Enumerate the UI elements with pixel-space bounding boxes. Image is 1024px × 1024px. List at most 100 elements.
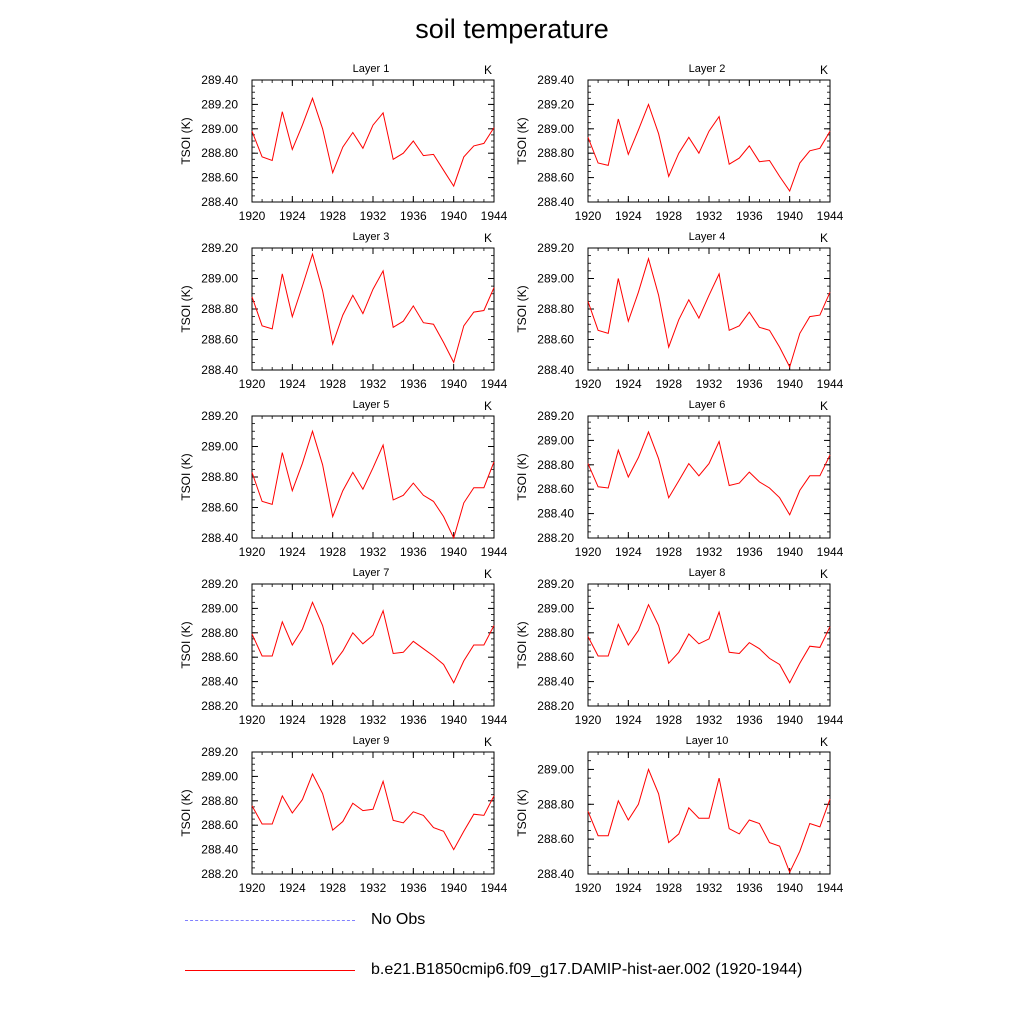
y-tick-label: 288.80 — [201, 146, 238, 160]
plot-frame — [587, 415, 831, 539]
x-tick-label: 1924 — [279, 713, 306, 727]
panel-units: K — [820, 735, 828, 749]
y-tick-label: 289.00 — [537, 601, 574, 615]
x-tick-label: 1944 — [817, 713, 844, 727]
panel-units: K — [484, 567, 492, 581]
y-axis-label: TSOI (K) — [515, 789, 529, 836]
y-tick-label: 288.60 — [537, 832, 574, 846]
x-tick-label: 1920 — [575, 713, 602, 727]
panel-title: Layer 7 — [353, 567, 390, 579]
y-tick-label: 288.80 — [537, 146, 574, 160]
y-tick-label: 289.00 — [201, 272, 238, 286]
x-tick-label: 1920 — [239, 545, 266, 559]
y-tick-label: 288.40 — [537, 363, 574, 377]
series-line — [587, 256, 831, 369]
plot-frame — [251, 247, 495, 371]
y-tick-label: 288.40 — [201, 195, 238, 209]
x-tick-label: 1920 — [575, 209, 602, 223]
x-tick-label: 1924 — [615, 209, 642, 223]
y-axis-label: TSOI (K) — [179, 117, 193, 164]
panel-title: Layer 3 — [353, 231, 390, 243]
x-tick-label: 1936 — [400, 377, 427, 391]
x-tick-label: 1932 — [696, 881, 723, 895]
y-tick-label: 289.00 — [201, 440, 238, 454]
y-tick-label: 289.20 — [201, 745, 238, 759]
y-tick-label: 289.00 — [537, 272, 574, 286]
panel-title: Layer 1 — [353, 63, 390, 75]
x-tick-label: 1940 — [440, 209, 467, 223]
y-tick-label: 289.20 — [537, 409, 574, 423]
panel-units: K — [820, 567, 828, 581]
chart-panel-10: Layer 10 K TSOI (K) 288.40 288.60 288.80 289.0… — [515, 735, 844, 895]
chart-panel-2: Layer 2 K TSOI (K) 288.40 288.60 288.80 289.00… — [515, 63, 844, 223]
x-tick-label: 1936 — [400, 545, 427, 559]
x-tick-label: 1944 — [817, 881, 844, 895]
y-tick-label: 288.20 — [537, 699, 574, 713]
x-tick-label: 1928 — [655, 881, 682, 895]
y-tick-label: 288.60 — [537, 482, 574, 496]
x-tick-label: 1920 — [239, 209, 266, 223]
series-line — [587, 430, 831, 516]
y-tick-label: 289.00 — [201, 769, 238, 783]
plot-frame — [251, 751, 495, 875]
y-tick-label: 289.00 — [201, 122, 238, 136]
y-tick-label: 289.40 — [537, 73, 574, 87]
plot-frame — [587, 247, 831, 371]
chart-panel-5: Layer 5 K TSOI (K) 288.40 288.60 288.80 289.00… — [179, 399, 508, 559]
series-line — [587, 603, 831, 684]
y-tick-label: 288.80 — [201, 470, 238, 484]
x-tick-label: 1924 — [615, 545, 642, 559]
series-line — [251, 429, 495, 540]
y-tick-label: 289.00 — [537, 762, 574, 776]
y-tick-label: 288.80 — [537, 302, 574, 316]
y-tick-label: 289.20 — [537, 97, 574, 111]
y-tick-label: 289.20 — [537, 577, 574, 591]
y-tick-label: 289.00 — [537, 433, 574, 447]
x-tick-label: 1924 — [615, 713, 642, 727]
y-tick-label: 288.40 — [537, 675, 574, 689]
y-tick-label: 288.40 — [537, 195, 574, 209]
x-tick-label: 1932 — [696, 545, 723, 559]
chart-panel-8: Layer 8 K TSOI (K) 288.20 288.40 288.60 288.80… — [515, 567, 844, 727]
x-tick-label: 1920 — [575, 377, 602, 391]
x-tick-label: 1936 — [736, 881, 763, 895]
x-tick-label: 1940 — [776, 545, 803, 559]
x-tick-label: 1936 — [736, 209, 763, 223]
y-axis-label: TSOI (K) — [515, 285, 529, 332]
x-tick-label: 1940 — [776, 377, 803, 391]
panel-title: Layer 8 — [689, 567, 726, 579]
x-tick-label: 1944 — [481, 881, 508, 895]
y-tick-label: 288.40 — [201, 363, 238, 377]
x-tick-label: 1920 — [575, 881, 602, 895]
x-tick-label: 1932 — [360, 545, 387, 559]
y-tick-label: 289.40 — [201, 73, 238, 87]
y-tick-label: 288.40 — [201, 531, 238, 545]
y-tick-label: 289.20 — [201, 409, 238, 423]
x-tick-label: 1936 — [400, 881, 427, 895]
panel-units: K — [484, 231, 492, 245]
panel-units: K — [820, 231, 828, 245]
x-tick-label: 1940 — [776, 713, 803, 727]
y-tick-label: 288.80 — [537, 797, 574, 811]
y-tick-label: 288.60 — [537, 333, 574, 347]
y-tick-label: 289.00 — [537, 122, 574, 136]
x-tick-label: 1940 — [440, 545, 467, 559]
chart-panel-1: Layer 1 K TSOI (K) 288.40 288.60 288.80 289.00… — [179, 63, 508, 223]
panel-title: Layer 4 — [689, 231, 726, 243]
y-tick-label: 289.20 — [537, 241, 574, 255]
y-tick-label: 288.60 — [201, 171, 238, 185]
x-tick-label: 1944 — [481, 713, 508, 727]
x-tick-label: 1936 — [400, 713, 427, 727]
x-tick-label: 1920 — [239, 713, 266, 727]
panel-units: K — [484, 63, 492, 77]
y-tick-label: 289.20 — [201, 97, 238, 111]
y-tick-label: 288.80 — [201, 794, 238, 808]
y-tick-label: 288.60 — [201, 818, 238, 832]
x-tick-label: 1928 — [655, 377, 682, 391]
legend-obs-label: No Obs — [371, 911, 426, 928]
y-axis-label: TSOI (K) — [179, 621, 193, 668]
x-tick-label: 1944 — [817, 209, 844, 223]
x-tick-label: 1944 — [481, 545, 508, 559]
y-axis-label: TSOI (K) — [179, 789, 193, 836]
